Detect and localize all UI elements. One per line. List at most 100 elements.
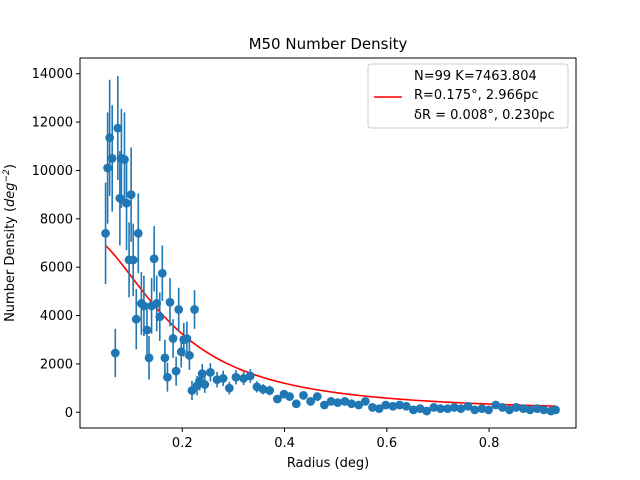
- y-tick-label: 10000: [32, 164, 73, 179]
- data-point: [128, 255, 138, 265]
- data-point: [101, 228, 110, 238]
- y-tick-label: 14000: [32, 67, 73, 82]
- data-point: [347, 399, 356, 409]
- y-tick-label: 12000: [32, 116, 73, 131]
- data-point: [239, 374, 249, 383]
- legend: N=99 K=7463.804 R=0.175°, 2.966pc δR = 0…: [367, 63, 569, 129]
- data-point: [152, 299, 162, 308]
- data-point: [120, 155, 129, 164]
- data-point: [149, 254, 159, 264]
- legend-text-line-3: δR = 0.008°, 0.230pc: [414, 108, 555, 123]
- y-tick-label: 6000: [40, 261, 73, 276]
- data-point: [200, 380, 210, 389]
- data-point: [197, 369, 207, 378]
- y-axis-ticks: 0 2000 4000 6000 8000 10000 12000 14000: [32, 67, 80, 421]
- data-point: [320, 400, 329, 410]
- y-tick-label: 2000: [40, 357, 73, 372]
- data-point: [190, 305, 199, 314]
- chart-title: M50 Number Density: [249, 35, 408, 53]
- data-point: [107, 153, 117, 163]
- data-point: [126, 190, 136, 200]
- data-point: [139, 301, 149, 311]
- data-point: [272, 394, 282, 404]
- data-point: [505, 405, 514, 415]
- data-point: [103, 163, 113, 173]
- data-point: [165, 297, 175, 307]
- data-point: [171, 366, 181, 376]
- fit-curve: [104, 244, 556, 407]
- legend-box: [367, 63, 569, 129]
- data-point: [381, 400, 391, 410]
- data-point: [422, 406, 432, 416]
- data-point: [144, 353, 154, 363]
- x-tick-label: 0.8: [479, 436, 500, 451]
- data-point: [185, 351, 194, 360]
- data-point: [401, 401, 411, 411]
- data-point: [122, 198, 131, 208]
- data-point: [368, 403, 377, 412]
- y-tick-label: 0: [65, 406, 73, 421]
- data-point: [449, 403, 459, 412]
- data-point: [484, 405, 493, 415]
- x-tick-label: 0.4: [274, 436, 295, 451]
- x-axis-label: Radius (deg): [287, 456, 369, 471]
- data-point: [265, 386, 275, 395]
- data-point: [408, 405, 418, 415]
- data-point: [539, 405, 549, 415]
- data-point: [354, 400, 364, 410]
- data-points-layer: [101, 76, 560, 416]
- data-point: [511, 403, 521, 412]
- y-axis-label: Number Density (deg−2): [2, 164, 18, 322]
- data-point: [174, 305, 184, 314]
- data-point: [470, 405, 480, 415]
- data-point: [245, 371, 255, 381]
- plot-frame: [79, 57, 577, 429]
- data-point: [374, 404, 384, 414]
- data-point: [456, 404, 466, 414]
- data-point: [205, 367, 215, 377]
- data-point: [532, 404, 542, 414]
- data-point: [333, 398, 343, 408]
- data-point: [518, 404, 528, 414]
- y-tick-label: 4000: [40, 309, 73, 324]
- data-point: [360, 396, 370, 406]
- data-point: [491, 400, 501, 410]
- y-axis-label-suffix: ): [3, 164, 18, 169]
- data-point: [110, 348, 120, 358]
- data-point: [463, 401, 473, 411]
- data-point: [477, 404, 487, 414]
- x-axis-ticks: 0.2 0.4 0.6 0.8: [172, 428, 499, 451]
- y-axis-label-unit: deg: [3, 182, 18, 207]
- data-point: [395, 400, 404, 410]
- data-point: [415, 404, 425, 414]
- y-axis-label-prefix: Number Density (: [3, 207, 18, 322]
- legend-text-line-1: N=99 K=7463.804: [414, 69, 537, 84]
- data-point: [340, 396, 350, 406]
- data-point: [218, 374, 228, 383]
- data-point: [312, 392, 322, 401]
- data-point: [182, 334, 192, 343]
- data-point: [157, 268, 167, 278]
- y-axis-label-exponent: −2: [2, 169, 12, 183]
- data-point: [388, 401, 398, 411]
- data-point: [497, 403, 507, 412]
- data-point: [326, 396, 336, 406]
- data-point: [163, 372, 172, 382]
- data-point: [258, 384, 268, 394]
- x-tick-label: 0.2: [172, 436, 193, 451]
- data-point: [429, 403, 439, 412]
- data-point: [285, 392, 295, 401]
- data-point: [224, 383, 234, 393]
- data-point: [306, 396, 316, 406]
- data-point: [133, 228, 143, 238]
- data-point: [551, 405, 560, 415]
- data-point: [436, 404, 445, 414]
- data-point: [131, 314, 141, 324]
- data-point: [160, 353, 170, 363]
- data-point: [142, 325, 152, 335]
- data-point: [443, 404, 453, 414]
- y-tick-label: 8000: [40, 212, 73, 227]
- fit-curve-layer: [104, 244, 556, 407]
- data-point: [155, 312, 165, 322]
